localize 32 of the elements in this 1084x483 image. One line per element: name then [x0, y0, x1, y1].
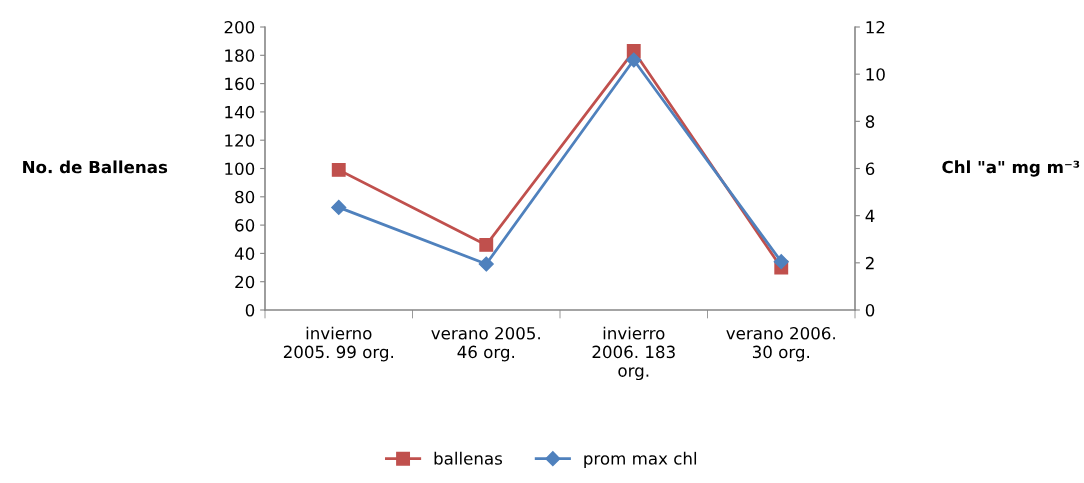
point	[478, 256, 494, 272]
y-tick-label: 40	[234, 247, 255, 260]
y-tick-label: 140	[225, 105, 255, 119]
y-tick-label: 20	[235, 275, 255, 289]
x-tick-label: invierno 2005. 99 org.	[283, 326, 394, 362]
y2-tick-label: 4	[865, 209, 875, 222]
y2-tick-label: 8	[865, 115, 875, 128]
y-tick-label: 60	[235, 219, 255, 232]
y-axis-title: No. de Ballenas	[23, 160, 168, 174]
y-tick-label: 160	[225, 77, 255, 91]
y-tick-label: 0	[245, 303, 255, 317]
y-tick-label: 120	[225, 134, 255, 147]
point	[331, 199, 347, 215]
y-tick-label: 180	[225, 49, 255, 62]
y2-tick-label: 2	[865, 256, 874, 270]
x-tick-label: verano 2005. 46 org.	[431, 326, 540, 362]
point	[331, 162, 346, 177]
y-tick-label: 200	[224, 20, 255, 34]
legend-label: ballenas	[434, 451, 503, 465]
y-tick-label: 100	[225, 162, 255, 176]
x-tick-label: invierro 2006. 183 org.	[592, 326, 675, 381]
y2-axis-title: Chl "a" mg m⁻³	[942, 160, 1080, 177]
point	[626, 52, 642, 68]
x-tick-label: verano 2006. 30 org.	[726, 326, 835, 362]
y2-tick-label: 6	[865, 162, 875, 176]
legend-label: prom max chl	[584, 451, 697, 468]
y2-tick-label: 12	[866, 20, 885, 34]
point	[773, 254, 789, 270]
y2-tick-label: 10	[866, 68, 885, 81]
point	[479, 237, 494, 252]
y2-tick-label: 0	[865, 303, 875, 317]
y-tick-label: 80	[235, 190, 255, 204]
